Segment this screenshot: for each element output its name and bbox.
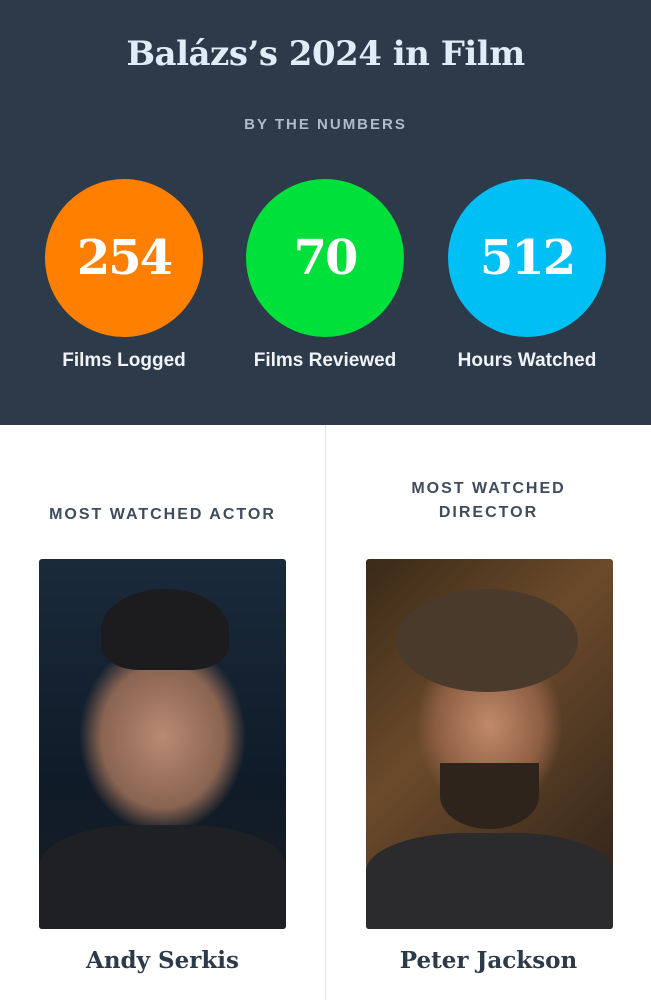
stat-hours-watched: 512 Hours Watched (448, 179, 606, 372)
actor-photo[interactable] (39, 559, 286, 929)
stat-label: Hours Watched (457, 350, 597, 371)
stat-circle: 254 (45, 179, 203, 337)
stat-films-logged: 254 Films Logged (45, 179, 203, 372)
stats-header: Balázs’s 2024 in Film BY THE NUMBERS 254… (0, 0, 651, 425)
stat-label: Films Reviewed (253, 350, 397, 371)
section-subtitle: BY THE NUMBERS (244, 116, 407, 133)
stat-films-reviewed: 70 Films Reviewed (246, 179, 404, 372)
actor-heading: MOST WATCHED ACTOR (49, 506, 276, 523)
stat-circle: 512 (448, 179, 606, 337)
director-name[interactable]: Peter Jackson (399, 947, 578, 974)
director-heading: MOST WATCHED DIRECTOR (411, 480, 566, 521)
most-watched-section: MOST WATCHED ACTOR Andy Serkis MOST WATC… (0, 425, 651, 1000)
divider (325, 425, 326, 1000)
actor-name[interactable]: Andy Serkis (85, 947, 239, 974)
page-title: Balázs’s 2024 in Film (126, 34, 525, 74)
stat-circle: 70 (246, 179, 404, 337)
stat-label: Films Logged (62, 350, 186, 371)
director-photo[interactable] (366, 559, 613, 929)
